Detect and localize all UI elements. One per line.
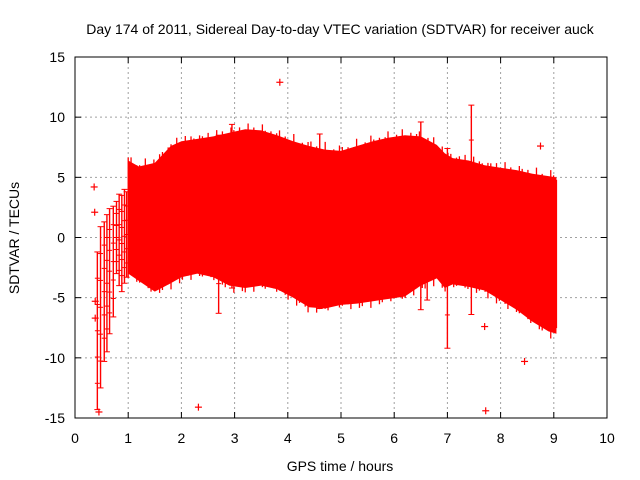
outlier-point-3: [91, 314, 99, 322]
early-strand-8: [118, 194, 125, 293]
outlier-point-5: [194, 403, 202, 411]
outlier-point-1: [91, 208, 99, 216]
y-tick-label-10: 10: [49, 109, 65, 125]
x-tick-label-10: 10: [599, 430, 615, 446]
spike-0: [215, 134, 222, 314]
chart-title: Day 174 of 2011, Sidereal Day-to-day VTE…: [86, 21, 595, 37]
x-axis-label: GPS time / hours: [287, 458, 394, 474]
early-strand-1: [97, 226, 104, 389]
spike-2: [316, 133, 323, 309]
spike-5: [444, 147, 451, 349]
outlier-point-4: [95, 408, 103, 416]
data-layer: [90, 78, 558, 416]
outlier-point-8: [482, 407, 490, 415]
x-tick-label-2: 2: [178, 430, 186, 446]
axis-ticks: 0 1 2 3 4 5 6 7 8 9 10 -15 -10 -5 0 5 10 15: [45, 49, 615, 446]
x-tick-label-5: 5: [337, 430, 345, 446]
early-strand-6: [113, 200, 120, 275]
spike-6: [468, 104, 475, 316]
outlier-point-0: [90, 183, 98, 191]
envelope-edge-ticks: [127, 123, 558, 339]
x-tick-label-0: 0: [71, 430, 79, 446]
spike-3: [417, 121, 424, 311]
x-tick-label-3: 3: [231, 430, 239, 446]
early-strand-3: [103, 214, 110, 353]
outlier-point-6: [276, 78, 284, 86]
spike-1: [228, 123, 235, 289]
y-tick-label--5: -5: [53, 290, 66, 306]
y-tick-label-0: 0: [57, 230, 65, 246]
early-strand-4: [106, 208, 113, 335]
early-strand-10: [123, 191, 130, 278]
x-tick-label-9: 9: [550, 430, 558, 446]
y-tick-label-5: 5: [57, 169, 65, 185]
y-tick-label--10: -10: [45, 350, 65, 366]
x-tick-label-7: 7: [444, 430, 452, 446]
x-tick-label-4: 4: [284, 430, 292, 446]
x-tick-label-8: 8: [497, 430, 505, 446]
y-axis-label: SDTVAR / TECUs: [6, 182, 22, 294]
x-tick-label-1: 1: [124, 430, 132, 446]
outlier-point-2: [91, 297, 99, 305]
outlier-point-10: [537, 142, 544, 150]
early-strand-2: [101, 221, 108, 362]
outlier-point-9: [521, 357, 529, 365]
spike-4: [424, 145, 431, 301]
outlier-point-7: [481, 323, 489, 331]
y-tick-label-15: 15: [49, 49, 65, 65]
x-tick-label-6: 6: [390, 430, 398, 446]
y-tick-label--15: -15: [45, 410, 65, 426]
